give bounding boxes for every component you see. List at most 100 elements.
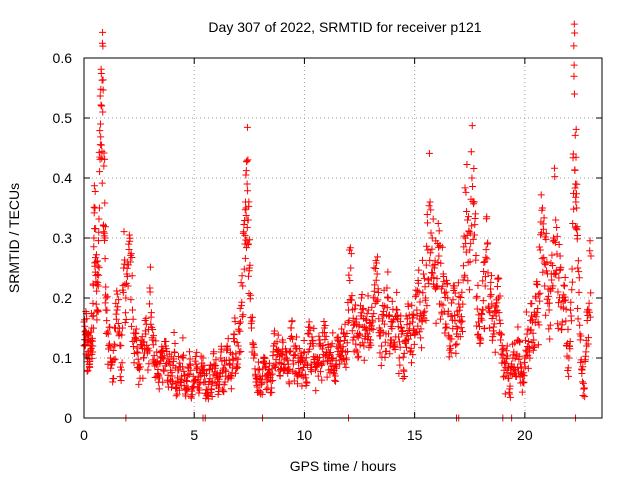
data-point xyxy=(538,255,546,263)
data-point xyxy=(515,352,523,360)
data-point xyxy=(139,374,147,382)
data-point xyxy=(246,261,254,269)
data-point xyxy=(401,373,409,381)
data-point xyxy=(542,229,550,237)
data-point xyxy=(299,364,307,372)
data-point xyxy=(419,289,427,297)
data-point xyxy=(555,240,563,248)
data-point xyxy=(154,371,162,379)
data-point xyxy=(97,141,105,149)
data-point xyxy=(127,296,135,304)
data-point xyxy=(436,315,444,323)
data-point xyxy=(168,369,176,377)
data-point xyxy=(97,120,105,128)
data-point xyxy=(498,346,506,354)
data-point xyxy=(180,367,188,375)
data-point xyxy=(160,352,168,360)
data-point xyxy=(412,291,420,299)
data-point xyxy=(302,374,310,382)
data-point xyxy=(116,373,124,381)
data-point xyxy=(181,372,189,380)
data-point xyxy=(110,375,118,383)
data-point xyxy=(439,282,447,290)
data-point xyxy=(309,337,317,345)
data-point xyxy=(544,270,552,278)
data-point xyxy=(234,355,242,363)
data-point xyxy=(117,376,125,384)
data-point xyxy=(573,180,581,188)
data-point xyxy=(441,294,449,302)
data-point xyxy=(328,340,336,348)
data-point xyxy=(339,343,347,351)
y-tick-label: 0.2 xyxy=(53,290,73,306)
data-point xyxy=(464,213,472,221)
data-point xyxy=(481,282,489,290)
data-point xyxy=(572,198,580,206)
data-point xyxy=(130,359,138,367)
data-point xyxy=(442,288,450,296)
data-point xyxy=(570,205,578,213)
data-point xyxy=(520,369,528,377)
data-point xyxy=(374,296,382,304)
data-point xyxy=(548,276,556,284)
data-point xyxy=(538,229,546,237)
data-point xyxy=(487,291,495,299)
data-point xyxy=(373,270,381,278)
data-point xyxy=(473,305,481,313)
data-point xyxy=(506,382,514,390)
data-point xyxy=(125,231,133,239)
data-point xyxy=(150,332,158,340)
data-point xyxy=(232,350,240,358)
data-point xyxy=(350,348,358,356)
data-point xyxy=(305,345,313,353)
data-point xyxy=(380,320,388,328)
data-point xyxy=(134,364,142,372)
data-point xyxy=(100,149,108,157)
data-point xyxy=(230,331,238,339)
data-point xyxy=(463,208,471,216)
data-point xyxy=(276,366,284,374)
data-point xyxy=(321,329,329,337)
data-point xyxy=(114,328,122,336)
data-point xyxy=(527,312,535,320)
data-point xyxy=(372,264,380,272)
data-point xyxy=(535,243,543,251)
data-point xyxy=(575,288,583,296)
data-point xyxy=(438,243,446,251)
data-point xyxy=(540,259,548,267)
data-point xyxy=(162,337,170,345)
data-point xyxy=(99,76,107,84)
data-point xyxy=(124,258,132,266)
data-point xyxy=(373,253,381,261)
data-point xyxy=(341,360,349,368)
data-point xyxy=(267,377,275,385)
data-point xyxy=(83,367,91,375)
data-point xyxy=(339,347,347,355)
data-point xyxy=(300,349,308,357)
data-point xyxy=(213,382,221,390)
data-point xyxy=(221,366,229,374)
data-point xyxy=(231,369,239,377)
data-point xyxy=(188,387,196,395)
data-point xyxy=(96,92,104,100)
data-point xyxy=(245,290,253,298)
data-point xyxy=(487,272,495,280)
data-point xyxy=(101,155,109,163)
data-point xyxy=(424,219,432,227)
data-point xyxy=(399,327,407,335)
data-point xyxy=(99,28,107,36)
data-point xyxy=(160,367,168,375)
data-point xyxy=(536,246,544,254)
data-point xyxy=(245,198,253,206)
data-point xyxy=(90,243,98,251)
data-point xyxy=(392,305,400,313)
data-point xyxy=(147,309,155,317)
data-point xyxy=(505,388,513,396)
data-point xyxy=(412,293,420,301)
data-point xyxy=(458,288,466,296)
data-point xyxy=(183,377,191,385)
data-point xyxy=(468,222,476,230)
data-point xyxy=(586,247,594,255)
data-point xyxy=(117,363,125,371)
data-point xyxy=(429,215,437,223)
